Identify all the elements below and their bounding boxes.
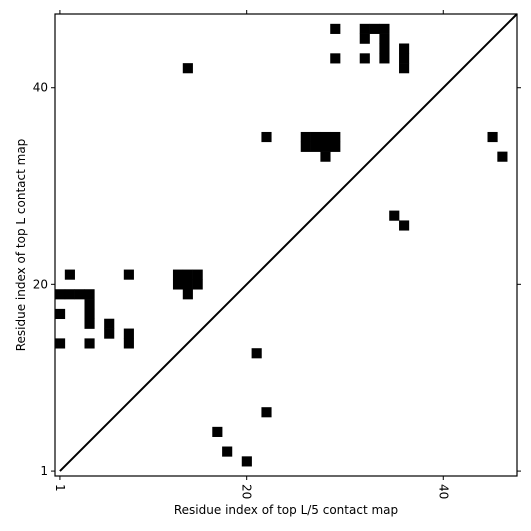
contact-cell <box>320 141 331 152</box>
contact-cell <box>212 426 223 437</box>
plot-frame <box>54 13 518 477</box>
contact-cell <box>123 328 134 339</box>
contact-cell <box>172 279 184 290</box>
contact-cell <box>300 131 311 143</box>
contact-cell <box>487 131 498 143</box>
contact-cell <box>379 33 390 44</box>
contact-cell <box>330 53 341 64</box>
contact-cell <box>261 407 272 418</box>
x-tick-label: 20 <box>240 484 254 499</box>
contact-cell <box>330 23 341 34</box>
contact-cell <box>182 289 193 300</box>
contact-cell <box>359 53 370 64</box>
contact-cell <box>399 220 410 231</box>
contact-cell <box>55 308 66 320</box>
contact-cell <box>379 53 390 64</box>
contact-cell <box>104 318 115 329</box>
contact-cell <box>359 33 370 44</box>
diagonal-line <box>59 13 518 472</box>
contact-cell <box>320 131 331 143</box>
contact-cell <box>182 63 193 74</box>
contact-cell <box>251 348 262 359</box>
y-tick-label: 20 <box>33 277 48 291</box>
contact-cell <box>192 279 203 290</box>
contact-cell <box>55 289 66 300</box>
y-tick-label: 1 <box>40 464 48 478</box>
x-tick-label: 1 <box>53 484 67 492</box>
diagonal-line-group <box>59 13 518 472</box>
contact-cell <box>310 141 321 152</box>
contact-cell <box>261 131 272 143</box>
contact-cell <box>123 269 134 280</box>
contact-cell <box>330 131 341 143</box>
contact-cell <box>222 446 233 457</box>
contact-cell <box>379 43 390 54</box>
contact-cell <box>241 456 252 467</box>
contact-cell <box>379 23 390 34</box>
y-axis-label: Residue index of top L contact map <box>14 139 28 352</box>
contact-cell <box>104 328 115 339</box>
contact-cell <box>497 151 508 162</box>
contact-cell <box>172 269 184 280</box>
contact-cells <box>55 23 508 467</box>
contact-cell <box>192 269 203 280</box>
contact-cell <box>320 151 331 162</box>
contact-cell <box>310 131 321 143</box>
contact-cell <box>64 289 75 300</box>
contact-cell <box>369 23 380 34</box>
contact-cell <box>84 318 95 329</box>
contact-cell <box>123 338 134 349</box>
contact-cell <box>300 141 311 152</box>
contact-cell <box>74 289 85 300</box>
contact-cell <box>389 210 400 221</box>
y-tick-label: 40 <box>33 81 48 95</box>
contact-cell <box>84 289 95 300</box>
contact-cell <box>399 53 410 64</box>
contact-cell <box>182 279 193 290</box>
contact-cell <box>330 141 341 152</box>
contact-cell <box>399 63 410 74</box>
axis-ticks: 1 20 40 1 20 40 <box>33 10 521 499</box>
contact-cell <box>399 43 410 54</box>
x-tick-label: 40 <box>436 484 450 499</box>
contact-cell <box>359 23 370 34</box>
contact-cell <box>84 308 95 320</box>
contact-cell <box>55 338 66 349</box>
contact-cell <box>84 338 95 349</box>
x-axis-label: Residue index of top L/5 contact map <box>174 503 398 517</box>
contact-cell <box>182 269 193 280</box>
contact-cell <box>84 299 95 310</box>
contact-cell <box>64 269 75 280</box>
